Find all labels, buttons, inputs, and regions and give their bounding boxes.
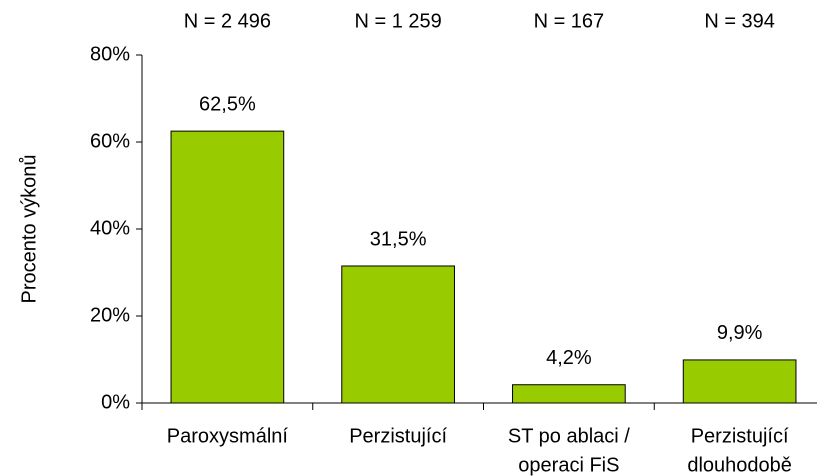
bar xyxy=(170,130,285,404)
annotation: N = 1 259 xyxy=(354,10,441,32)
annotation: N = 2 496 xyxy=(184,10,271,32)
x-tick-label: ST po ablaci / xyxy=(508,425,630,447)
data-label: 31,5% xyxy=(370,228,427,250)
x-tick-label: Perzistující xyxy=(349,425,447,447)
bar xyxy=(682,359,797,404)
x-tick-label: Paroxysmální xyxy=(167,425,289,447)
data-label: 62,5% xyxy=(199,93,256,115)
x-tick-label: operaci FiS xyxy=(518,454,619,476)
data-label: 9,9% xyxy=(717,322,763,344)
y-tick-label: 80% xyxy=(90,43,130,65)
y-axis-label: Procento výkonů xyxy=(18,155,40,304)
data-label: 4,2% xyxy=(546,347,592,369)
y-tick-label: 40% xyxy=(90,217,130,239)
annotation: N = 167 xyxy=(534,10,605,32)
y-tick-label: 60% xyxy=(90,130,130,152)
y-tick-label: 0% xyxy=(101,391,130,413)
annotation: N = 394 xyxy=(704,10,775,32)
x-tick-label: dlouhodobě xyxy=(687,454,792,476)
x-tick-label: Perzistující xyxy=(691,425,789,447)
bar xyxy=(341,265,455,404)
y-tick-label: 20% xyxy=(90,304,130,326)
bar xyxy=(512,384,626,404)
